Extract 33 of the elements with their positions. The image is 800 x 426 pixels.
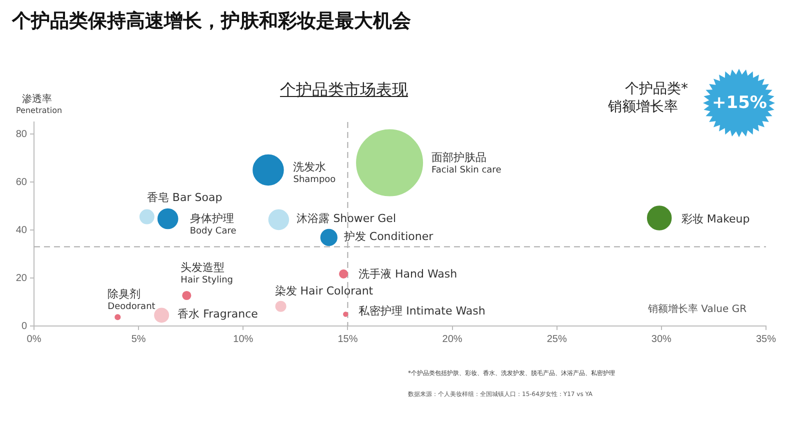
x-tick-label: 15% [338, 334, 358, 345]
series-label: 染发 Hair Colorant [274, 284, 374, 298]
series-label: 沐浴露 Shower Gel [296, 212, 396, 226]
y-tick-label: 20 [16, 272, 28, 284]
series-label: 除臭剂 Deodorant [108, 287, 156, 312]
series-label: 护发 Conditioner [342, 230, 434, 243]
y-tick-label: 40 [16, 224, 28, 236]
series-label: 身体护理 Body Care [190, 212, 237, 237]
series-label: 面部护肤品 Facial Skin care [432, 151, 502, 176]
y-tick-label: 0 [21, 320, 28, 332]
x-tick-label: 25% [546, 334, 567, 345]
text: 个护品类* [625, 80, 688, 98]
y-tick-label: 60 [16, 176, 28, 188]
chart-subtitle: 个护品类市场表现 [280, 80, 408, 101]
series-label: 洗发水 Shampoo [293, 160, 336, 185]
x-tick-label: 0% [26, 334, 42, 345]
series-label: 私密护理 Intimate Wash [358, 304, 486, 318]
x-tick-label: 30% [651, 334, 672, 345]
series-label: 香水 Fragrance [178, 308, 258, 321]
series-label: 头发造型 Hair Styling [180, 260, 234, 286]
series-label: 洗手液 Hand Wash [358, 267, 458, 280]
x-axis-title: 销额增长率 Value GR [648, 302, 747, 316]
series-label: 彩妆 Makeup [681, 212, 750, 226]
series-label: 香皂 Bar Soap [146, 191, 222, 204]
y-axis-title: 渗透率 Penetration [16, 92, 62, 115]
x-tick-label: 20% [442, 334, 462, 345]
x-tick-label: 10% [233, 334, 254, 345]
y-tick-label: 80 [16, 128, 28, 140]
chart-title: 个护品类保持高速增长，护肤和彩妆是最大机会 [12, 9, 411, 34]
x-tick-label: 35% [756, 334, 776, 345]
x-tick-label: 5% [131, 334, 146, 345]
text: +15% [712, 93, 767, 113]
text: 销额增长率 [608, 98, 678, 116]
